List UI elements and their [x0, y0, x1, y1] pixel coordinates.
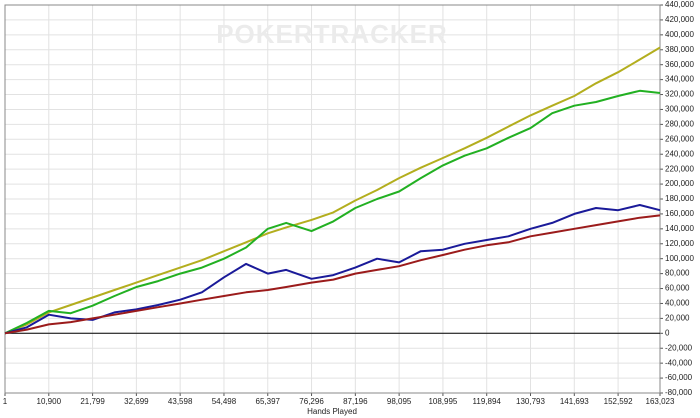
- y-tick-label: 300,000: [665, 105, 694, 114]
- y-tick-label: 400,000: [665, 30, 694, 39]
- y-tick-label: 60,000: [665, 284, 690, 293]
- y-tick-label: 260,000: [665, 134, 694, 143]
- x-tick-label: 108,995: [428, 397, 457, 406]
- x-tick-label: 163,023: [646, 397, 675, 406]
- x-tick-label: 141,693: [560, 397, 589, 406]
- y-tick-label: 220,000: [665, 164, 694, 173]
- y-tick-label: 80,000: [665, 269, 690, 278]
- series-line: [4, 89, 661, 335]
- x-tick-label: 10,900: [37, 397, 62, 406]
- series-line: [4, 46, 661, 335]
- y-tick-label: 240,000: [665, 149, 694, 158]
- y-tick-label: 440,000: [665, 0, 694, 9]
- y-tick-label: -60,000: [665, 373, 693, 382]
- y-tick-label: 420,000: [665, 15, 694, 24]
- plot-frame: [4, 4, 661, 394]
- series-line: [4, 214, 661, 335]
- y-tick-label: 180,000: [665, 194, 694, 203]
- y-tick-label: -40,000: [665, 358, 693, 367]
- y-tick-label: 320,000: [665, 90, 694, 99]
- y-tick-label: 140,000: [665, 224, 694, 233]
- y-tick-label: 380,000: [665, 45, 694, 54]
- x-tick-label: 65,397: [256, 397, 281, 406]
- x-tick-label: 152,592: [604, 397, 633, 406]
- y-tick-label: 100,000: [665, 254, 694, 263]
- x-tick-label: 130,793: [516, 397, 545, 406]
- y-tick-label: -20,000: [665, 343, 693, 352]
- y-tick-label: 280,000: [665, 119, 694, 128]
- y-tick-label: 0: [665, 328, 670, 337]
- x-tick-label: 32,699: [124, 397, 149, 406]
- x-tick-label: 54,498: [212, 397, 237, 406]
- watermark: POKERTRACKER: [216, 19, 448, 49]
- x-tick-label: 76,296: [299, 397, 324, 406]
- y-tick-label: 20,000: [665, 313, 690, 322]
- x-axis-title: Hands Played: [307, 407, 357, 416]
- y-tick-label: 120,000: [665, 239, 694, 248]
- x-tick-label: 43,598: [168, 397, 193, 406]
- x-tick-label: 119,894: [473, 397, 502, 406]
- y-tick-label: -80,000: [665, 388, 693, 397]
- x-tick-label: 21,799: [80, 397, 105, 406]
- y-tick-label: 340,000: [665, 75, 694, 84]
- y-tick-label: 360,000: [665, 60, 694, 69]
- x-tick-label: 1: [3, 397, 8, 406]
- x-tick-label: 98,095: [387, 397, 412, 406]
- y-tick-label: 160,000: [665, 209, 694, 218]
- x-tick-label: 87,196: [343, 397, 368, 406]
- y-tick-label: 40,000: [665, 299, 690, 308]
- series-line: [4, 204, 661, 335]
- y-tick-label: 200,000: [665, 179, 694, 188]
